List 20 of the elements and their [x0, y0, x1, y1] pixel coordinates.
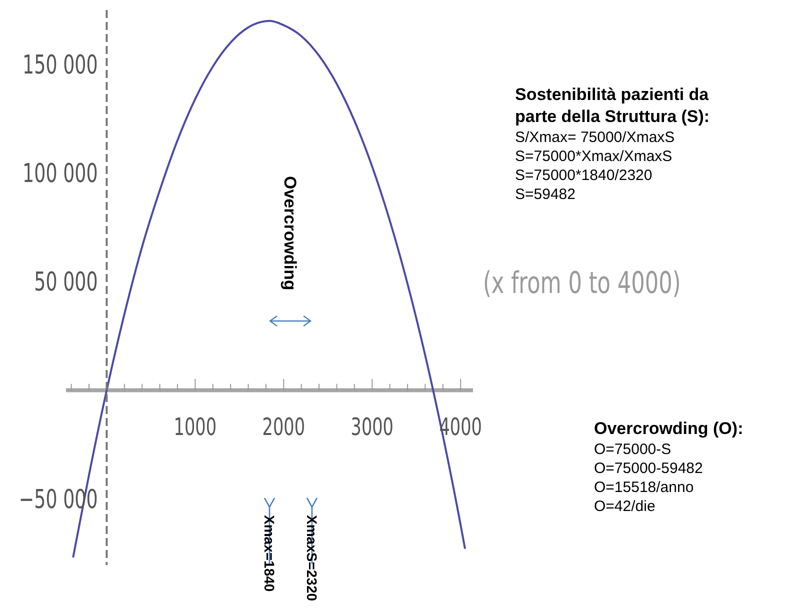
x-tick-label: 2000 [262, 412, 306, 441]
y-tick-label: 150 000 [22, 50, 98, 80]
text: (x from 0 to 4000) [483, 266, 681, 301]
x-tick-label: 3000 [350, 412, 394, 441]
text: Overcrowding (O): [594, 418, 744, 440]
annotation: Overcrowding [279, 176, 300, 290]
text: O=15518/anno [594, 478, 695, 497]
text: O=75000-59482 [594, 459, 704, 478]
y-tick-label: 50 000 [34, 267, 98, 298]
text: O=42/die [594, 497, 656, 516]
ref-line-label: Xmax=1840 [262, 515, 278, 592]
text: S=75000*1840/2320 [515, 166, 654, 185]
y-tick-label: 100 000 [22, 158, 98, 189]
text: S=59482 [515, 185, 576, 204]
text: Sostenibilità pazienti da parte della Struttura (S): [515, 84, 711, 128]
ref-line-label: XmaxS=2320 [304, 515, 320, 602]
x-tick-label: 1000 [174, 412, 217, 441]
text: S=75000*Xmax/XmaxS [515, 147, 674, 166]
text: O=75000-S [594, 440, 672, 459]
text: S/Xmax= 75000/XmaxS [515, 128, 676, 147]
